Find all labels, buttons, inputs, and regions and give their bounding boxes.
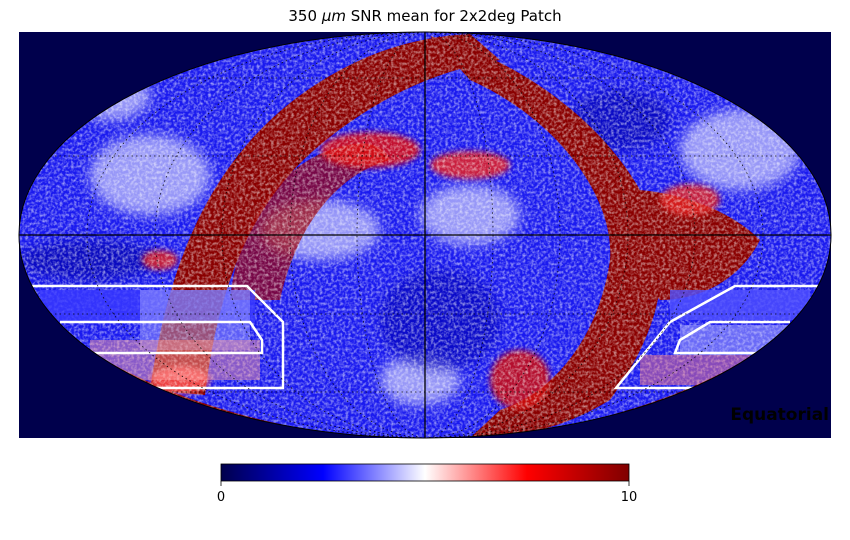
title-suffix: SNR mean for 2x2deg Patch [350, 7, 562, 25]
main-axes [19, 32, 831, 438]
colorbar-gradient [220, 463, 630, 482]
footprint-right-upper [613, 284, 820, 390]
sky-map [19, 32, 831, 438]
footprint-left-upper [30, 284, 285, 390]
colorbar-tick-label-max: 10 [621, 490, 638, 505]
chart-title: 350 μm SNR mean for 2x2deg Patch [0, 7, 850, 25]
title-prefix: 350 [288, 7, 318, 25]
footprint-outlines [30, 284, 820, 390]
colorbar-tick-label-min: 0 [217, 490, 225, 505]
coordinate-system-label: Equatorial [730, 405, 829, 425]
footprint-right-lower [673, 320, 790, 355]
colorbar: 0 10 [217, 463, 638, 505]
map-outline [18, 31, 832, 439]
footprint-left-lower [60, 320, 264, 355]
survey-patches [40, 290, 810, 385]
title-unit: μm [321, 7, 346, 25]
